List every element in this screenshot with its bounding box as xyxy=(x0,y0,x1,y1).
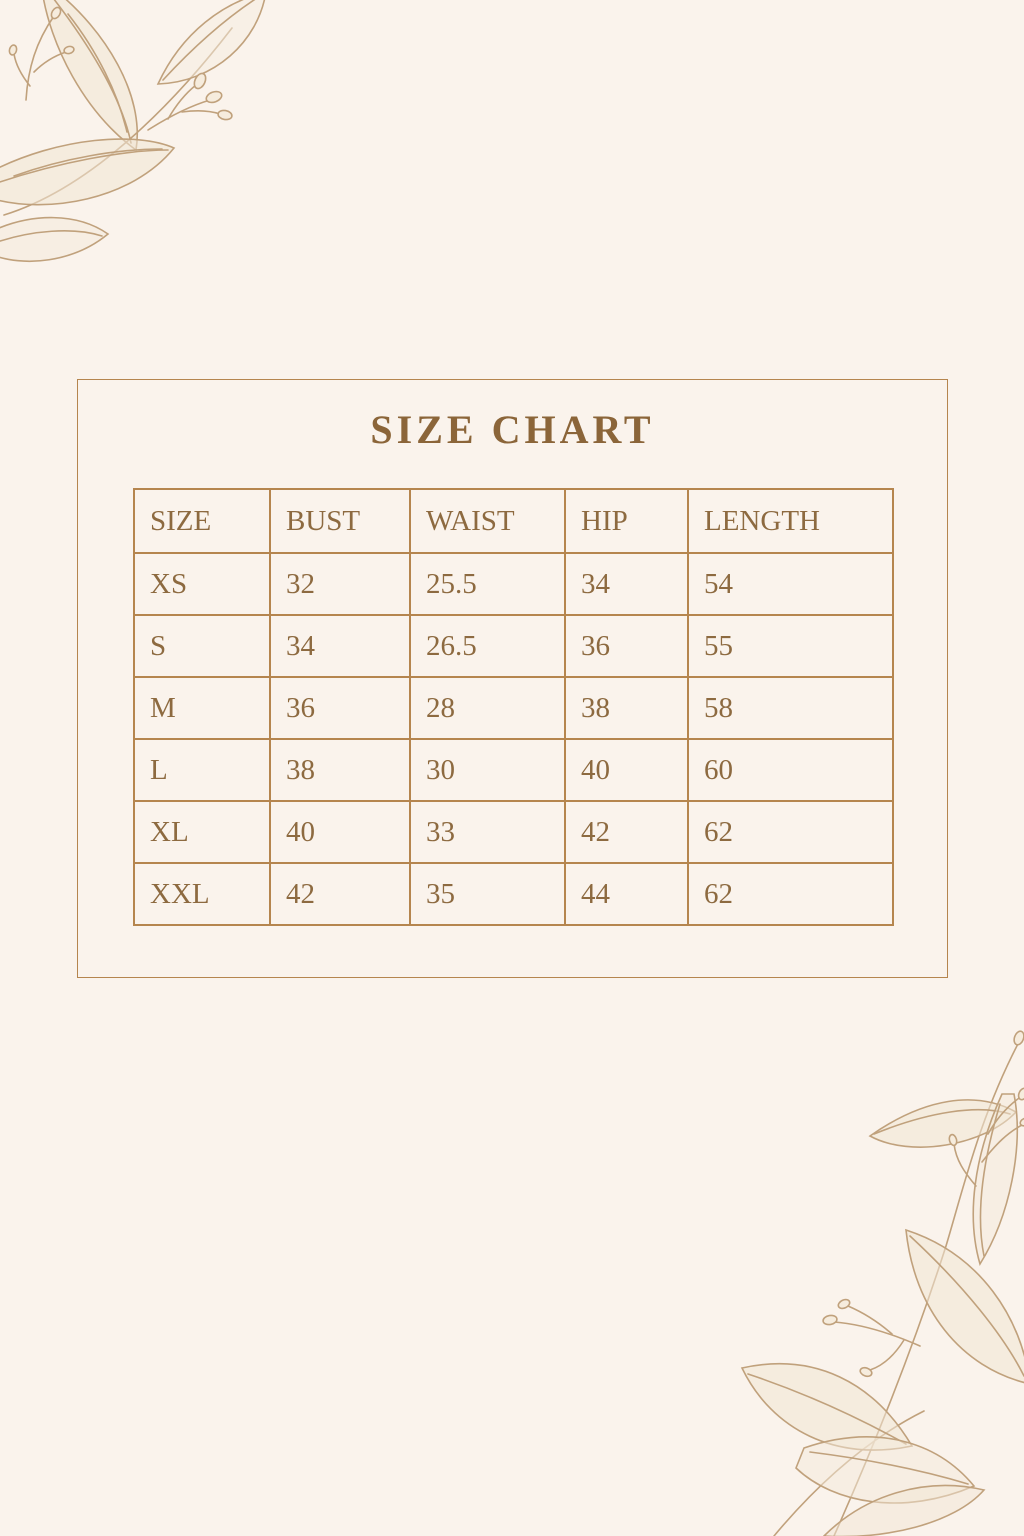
table-cell: 36 xyxy=(269,676,411,740)
table-cell: 38 xyxy=(269,738,411,802)
floral-decoration-top-left-icon xyxy=(0,0,266,263)
table-cell: 62 xyxy=(687,800,894,864)
table-cell: L xyxy=(133,738,271,802)
size-chart-title: SIZE CHART xyxy=(370,407,655,452)
table-cell: 25.5 xyxy=(409,552,566,616)
table-cell: 38 xyxy=(564,676,689,740)
table-cell: 32 xyxy=(269,552,411,616)
table-row: L 38 30 40 60 xyxy=(133,738,894,802)
table-cell: 54 xyxy=(687,552,894,616)
table-row: M 36 28 38 58 xyxy=(133,676,894,740)
table-cell: 33 xyxy=(409,800,566,864)
floral-decoration-bottom-right-icon xyxy=(740,1030,1024,1536)
table-cell: 44 xyxy=(564,862,689,926)
table-cell: M xyxy=(133,676,271,740)
size-chart-frame: SIZE CHART SIZE BUST WAIST HIP LENGTH XS 32 25… xyxy=(77,379,948,978)
column-header: SIZE xyxy=(133,488,271,554)
table-cell: S xyxy=(133,614,271,678)
table-cell: 40 xyxy=(269,800,411,864)
table-cell: XXL xyxy=(133,862,271,926)
table-row: XS 32 25.5 34 54 xyxy=(133,552,894,616)
table-cell: 42 xyxy=(269,862,411,926)
table-cell: 34 xyxy=(564,552,689,616)
size-chart-table: SIZE BUST WAIST HIP LENGTH XS 32 25.5 34 54 S 34 26… xyxy=(133,488,894,926)
table-cell: 55 xyxy=(687,614,894,678)
table-cell: 60 xyxy=(687,738,894,802)
table-row: XL 40 33 42 62 xyxy=(133,800,894,864)
column-header: LENGTH xyxy=(687,488,894,554)
table-cell: 28 xyxy=(409,676,566,740)
table-cell: 62 xyxy=(687,862,894,926)
table-cell: 40 xyxy=(564,738,689,802)
column-header: HIP xyxy=(564,488,689,554)
table-cell: XL xyxy=(133,800,271,864)
table-cell: 34 xyxy=(269,614,411,678)
table-cell: XS xyxy=(133,552,271,616)
table-cell: 36 xyxy=(564,614,689,678)
table-cell: 42 xyxy=(564,800,689,864)
table-cell: 30 xyxy=(409,738,566,802)
header-row: SIZE BUST WAIST HIP LENGTH xyxy=(133,488,894,554)
table-row: XXL 42 35 44 62 xyxy=(133,862,894,926)
table-body: XS 32 25.5 34 54 S 34 26.5 36 55 M 36 28 38 58 L 38 30 40 6… xyxy=(133,552,894,926)
column-header: BUST xyxy=(269,488,411,554)
table-cell: 58 xyxy=(687,676,894,740)
table-cell: 26.5 xyxy=(409,614,566,678)
table-row: S 34 26.5 36 55 xyxy=(133,614,894,678)
table-cell: 35 xyxy=(409,862,566,926)
column-header: WAIST xyxy=(409,488,566,554)
